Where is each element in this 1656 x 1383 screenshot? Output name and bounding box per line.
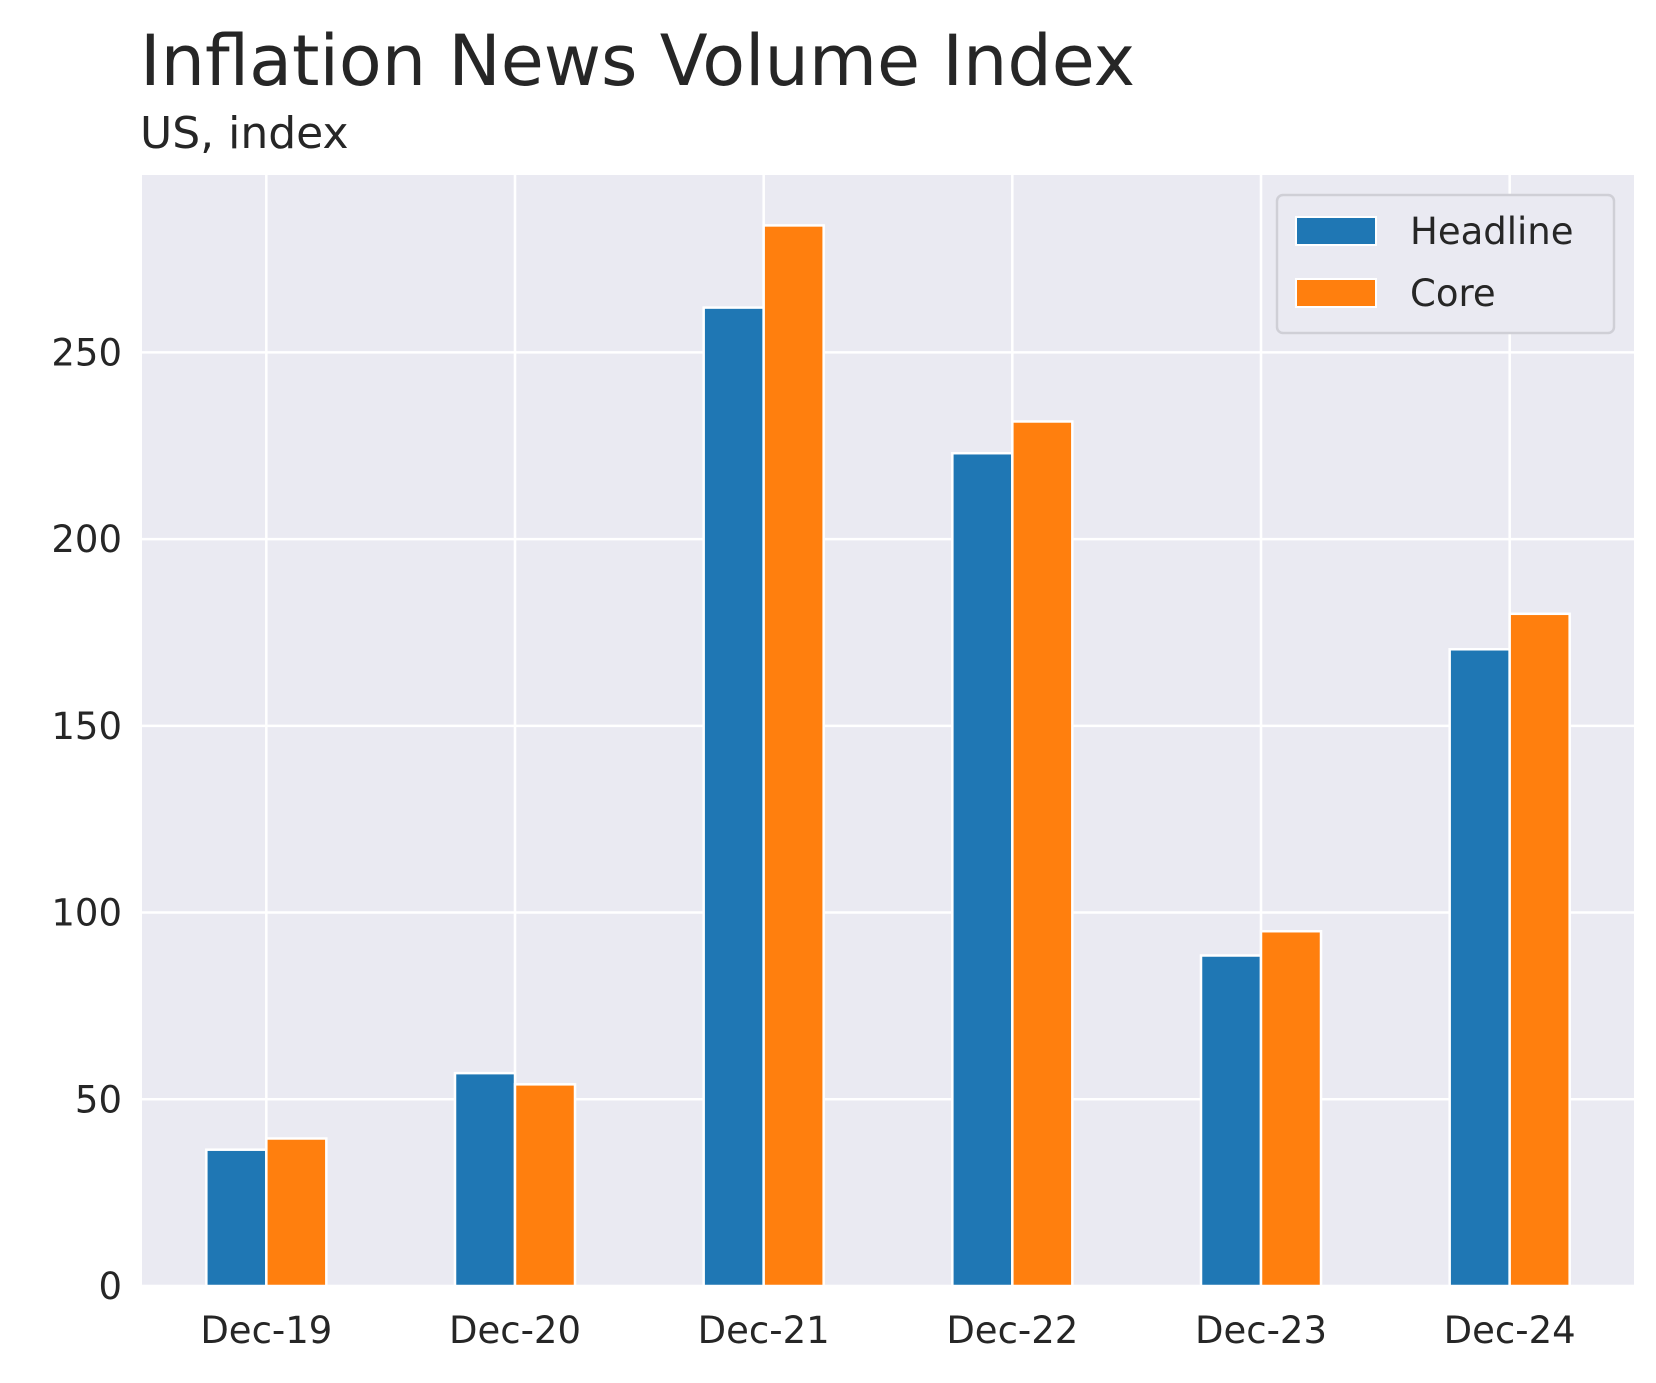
legend: Headline Core bbox=[1275, 193, 1616, 335]
y-axis-ticks: 0 50 100 150 200 250 bbox=[51, 331, 122, 1308]
legend-swatch-headline bbox=[1295, 216, 1377, 246]
bar-headline-dec-23 bbox=[1199, 954, 1263, 1288]
x-tick-label: Dec-19 bbox=[200, 1309, 332, 1352]
y-tick-label: 0 bbox=[98, 1265, 122, 1308]
bar-headline-dec-21 bbox=[702, 306, 765, 1288]
y-tick-label: 50 bbox=[75, 1078, 122, 1121]
x-tick-label: Dec-24 bbox=[1444, 1309, 1576, 1352]
chart-subtitle: US, index bbox=[140, 108, 348, 159]
plot-area bbox=[142, 175, 1634, 1286]
y-tick-label: 250 bbox=[51, 331, 122, 374]
bar-headline-dec-19 bbox=[205, 1148, 268, 1288]
legend-label-headline: Headline bbox=[1410, 210, 1574, 253]
bar-headline-dec-22 bbox=[951, 451, 1014, 1288]
legend-label-core: Core bbox=[1410, 272, 1496, 315]
bar-headline-dec-24 bbox=[1448, 648, 1511, 1288]
y-tick-label: 200 bbox=[51, 518, 122, 561]
bar-core-dec-21 bbox=[762, 224, 825, 1288]
legend-swatch-core bbox=[1295, 278, 1377, 308]
y-tick-label: 150 bbox=[51, 705, 122, 748]
x-tick-label: Dec-21 bbox=[698, 1309, 830, 1352]
bar-core-dec-19 bbox=[265, 1137, 328, 1288]
x-tick-label: Dec-20 bbox=[449, 1309, 581, 1352]
y-tick-label: 100 bbox=[51, 892, 122, 935]
bar-core-dec-24 bbox=[1508, 612, 1571, 1288]
x-tick-label: Dec-23 bbox=[1195, 1309, 1327, 1352]
bar-core-dec-20 bbox=[513, 1083, 577, 1288]
chart-title: Inflation News Volume Index bbox=[140, 20, 1135, 102]
bar-headline-dec-20 bbox=[453, 1071, 517, 1288]
bars bbox=[205, 224, 1571, 1288]
bar-core-dec-23 bbox=[1259, 929, 1323, 1288]
bar-core-dec-22 bbox=[1011, 420, 1074, 1288]
x-axis-ticks: Dec-19 Dec-20 Dec-21 Dec-22 Dec-23 Dec-24 bbox=[200, 1309, 1575, 1352]
x-tick-label: Dec-22 bbox=[946, 1309, 1078, 1352]
